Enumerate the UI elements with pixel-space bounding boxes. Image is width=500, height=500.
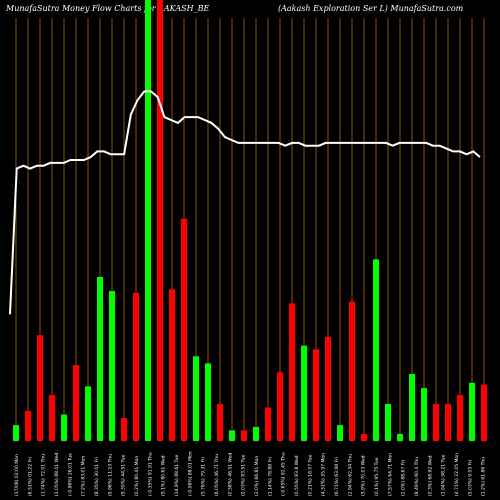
- money-flow-bar: [457, 395, 463, 441]
- x-axis-label: (7.2%) 83.01 Mon: [81, 456, 87, 496]
- x-axis-label: (1.05%) 88.01 Wed: [54, 452, 60, 496]
- x-axis-label: (8.49%) 60.4 Thu: [414, 457, 420, 496]
- x-axis-label: (1.74%) 72.01 Thu: [41, 454, 47, 496]
- money-flow-bar: [181, 218, 187, 441]
- x-axis-label: (6.71%) 63.98 Fri: [334, 457, 340, 496]
- money-flow-bar: [121, 418, 127, 441]
- money-flow-bar: [277, 372, 283, 441]
- money-flow-bar: [265, 407, 271, 441]
- chart-title-left: MunafaSutra Money Flow Charts for AAKASH…: [6, 4, 210, 13]
- money-flow-bar: [133, 292, 139, 441]
- money-flow-bar: [229, 430, 235, 441]
- x-axis-label: (1.94%) 98.21 Tue: [441, 455, 447, 496]
- money-flow-bar: [301, 345, 307, 441]
- x-axis-label: (5.76%) 79.31 Fri: [201, 457, 207, 496]
- x-axis-label: (0.21%) 18.07 Tue: [307, 455, 313, 496]
- money-flow-bar: [289, 303, 295, 441]
- money-flow-bar: [37, 335, 43, 441]
- x-axis-label: (-0.35%) 91.91 Thu: [147, 452, 153, 496]
- money-flow-bar: [205, 363, 211, 441]
- money-flow-bar: [61, 414, 67, 441]
- chart-title-right: (Aakash Exploration Ser L) MunafaSutra.c…: [278, 4, 464, 13]
- x-axis-label: (-0.65%) 92.45 Thu: [281, 452, 287, 496]
- x-axis-label: (-0.06%) 88.01 Mon: [187, 451, 193, 496]
- money-flow-bar: [73, 365, 79, 441]
- money-flow-bar: [241, 430, 247, 441]
- money-flow-bar: [445, 403, 451, 441]
- x-axis-label: (5.03%) 9.05 Fri: [467, 460, 473, 496]
- x-axis-label: (4.71%) 22.05 Mon: [454, 453, 460, 496]
- x-axis-label: (6.05%) 46.71 Thu: [214, 454, 220, 496]
- x-axis-label: (1.14%) 78.88 Fri: [267, 457, 273, 496]
- money-flow-bar: [469, 382, 475, 441]
- money-flow-bar: [145, 0, 151, 441]
- x-axis-label: (2.0%) 88.67 Fri: [401, 460, 407, 496]
- x-axis-label: (0.58%) 46.51 Wed: [227, 452, 233, 496]
- money-flow-bar: [157, 0, 163, 441]
- x-axis-label: (9.1%) 80.61 Wed: [161, 455, 167, 496]
- x-axis-label: (9.96%) 11.23 Thu: [107, 454, 113, 496]
- x-axis-label: (2.0%) 66.81 Mon: [254, 456, 260, 496]
- money-flow-bar: [313, 349, 319, 441]
- x-axis-label: (14.9%) 88.61 Tue: [174, 455, 180, 496]
- money-flow-bar: [325, 336, 331, 441]
- money-flow-bar: [49, 395, 55, 441]
- x-axis-label: (5.9%) 70.03 Wed: [361, 455, 367, 496]
- money-flow-bar: [97, 276, 103, 441]
- money-flow-bar: [409, 373, 415, 441]
- x-axis-label: (6.51%) 01.22 Fri: [27, 457, 33, 496]
- money-flow-bar: [85, 386, 91, 441]
- x-axis-label: (0.3%) 68.92 Wed: [427, 455, 433, 496]
- x-axis-label: (8.35%) 30.01 Fri: [94, 457, 100, 496]
- money-flow-bar: [193, 356, 199, 441]
- x-axis-label: (17/08) 02:00 Mon: [14, 454, 20, 496]
- x-axis-label: (0.55%) 83.8 Wed: [294, 455, 300, 496]
- price-line: [9, 90, 481, 315]
- x-axis-label: (9.35%) 44.51 Tue: [121, 455, 127, 496]
- money-flow-bar: [13, 425, 19, 441]
- x-axis-label: (2.94%) 62.34 Thu: [347, 454, 353, 496]
- money-flow-bar: [481, 384, 487, 441]
- money-flow-bar: [349, 301, 355, 441]
- x-axis-label: (4.31%) 35.97 Mon: [321, 453, 327, 496]
- money-flow-bar: [217, 403, 223, 441]
- money-flow-bar: [373, 259, 379, 441]
- money-flow-bar: [433, 403, 439, 441]
- money-flow-bar: [25, 411, 31, 441]
- x-axis-label: (0.03%) 83.51 Tue: [241, 455, 247, 496]
- money-flow-bar: [169, 289, 175, 441]
- money-flow-bar: [337, 425, 343, 441]
- money-flow-bar: [421, 388, 427, 441]
- money-flow-bar: [385, 403, 391, 441]
- money-flow-bar: [109, 291, 115, 441]
- x-axis-label: (7.57%) 64.71 Mon: [387, 453, 393, 496]
- money-flow-bar: [253, 426, 259, 441]
- money-flow-bar: [397, 433, 403, 441]
- x-axis-label: (0.2%) 80.41 Mon: [134, 456, 140, 496]
- money-flow-bar: [361, 433, 367, 441]
- x-axis-label: (0.1%) 95.75 Tue: [374, 457, 380, 496]
- x-axis-label: (-0.96%) 26.01 Tue: [67, 453, 73, 496]
- x-axis-label: (1.2%) 61.86 Thu: [481, 457, 487, 496]
